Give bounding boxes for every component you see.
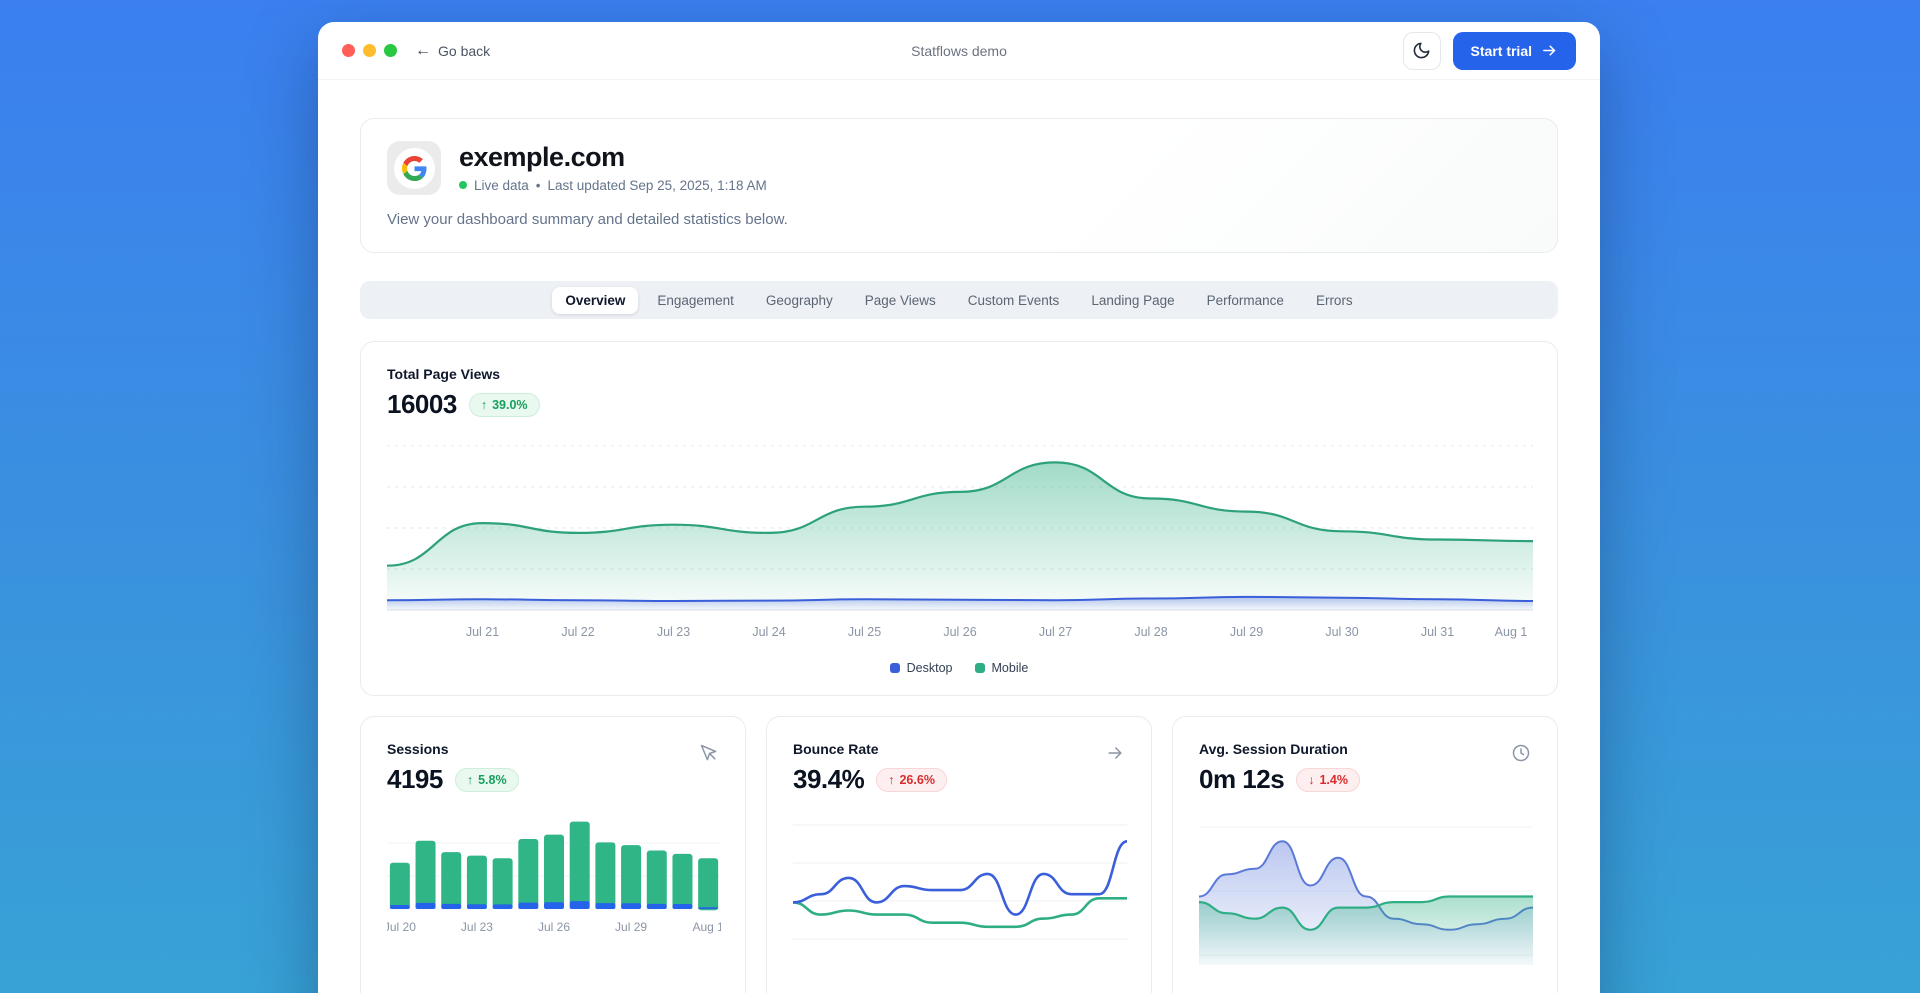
tab-overview[interactable]: Overview bbox=[552, 286, 639, 314]
chart-legend: Desktop Mobile bbox=[387, 661, 1531, 675]
avg-session-duration-title: Avg. Session Duration bbox=[1199, 741, 1348, 757]
moon-icon bbox=[1413, 42, 1430, 59]
bullet-separator: • bbox=[535, 177, 541, 193]
back-arrow-icon: ← bbox=[415, 41, 431, 59]
app-window: ← Go back Statflows demo Start trial bbox=[318, 22, 1600, 993]
start-trial-label: Start trial bbox=[1470, 42, 1532, 59]
titlebar: ← Go back Statflows demo Start trial bbox=[318, 22, 1600, 80]
svg-text:Aug 1: Aug 1 bbox=[692, 920, 721, 934]
bounce-rate-value: 39.4% bbox=[793, 764, 865, 794]
google-logo-icon bbox=[401, 155, 426, 181]
sessions-trend-badge: ↑ 5.8% bbox=[454, 767, 519, 792]
tab-custom-events[interactable]: Custom Events bbox=[955, 287, 1073, 314]
dashboard-tabs: Overview Engagement Geography Page Views Cus… bbox=[360, 281, 1558, 319]
tab-errors[interactable]: Errors bbox=[1303, 287, 1366, 314]
avg-session-duration-card: Avg. Session Duration 0m 12s ↓ 1.4% bbox=[1172, 716, 1558, 993]
sessions-bar-chart[interactable]: Jul 20 Jul 23 Jul 26 Jul 29 Aug 1 bbox=[384, 813, 724, 937]
arrow-right-icon bbox=[1108, 747, 1122, 759]
clock-icon bbox=[1512, 744, 1530, 762]
total-page-views-title: Total Page Views bbox=[387, 366, 501, 382]
start-trial-button[interactable]: Start trial bbox=[1452, 31, 1576, 70]
total-page-views-card: Total Page Views 16003 ↑ 39.0% Jul 21 Jul… bbox=[360, 341, 1558, 696]
svg-text:Jul 21: Jul 21 bbox=[466, 625, 499, 639]
sessions-card: Sessions 4195 ↑ 5.8% Jul bbox=[360, 716, 746, 993]
avg-session-duration-trend-badge: ↓ 1.4% bbox=[1296, 767, 1360, 792]
svg-text:Jul 30: Jul 30 bbox=[1325, 625, 1358, 639]
svg-text:Jul 20: Jul 20 bbox=[387, 920, 416, 934]
session-duration-area-chart[interactable] bbox=[1198, 813, 1534, 971]
go-back-link[interactable]: ← Go back bbox=[415, 42, 490, 60]
svg-text:Jul 26: Jul 26 bbox=[943, 625, 976, 639]
page-views-area-chart[interactable]: Jul 21 Jul 22 Jul 23 Jul 24 Jul 25 Jul 26 Jul … bbox=[386, 442, 1534, 646]
svg-text:Aug 1: Aug 1 bbox=[1495, 625, 1528, 639]
dashboard-description: View your dashboard summary and detailed… bbox=[387, 211, 788, 228]
svg-text:Jul 23: Jul 23 bbox=[461, 920, 493, 934]
live-status-dot bbox=[459, 181, 467, 190]
svg-text:Jul 29: Jul 29 bbox=[615, 920, 647, 934]
bounce-rate-card: Bounce Rate 39.4% ↑ 26.6% bbox=[766, 716, 1152, 993]
total-page-views-value: 16003 bbox=[387, 389, 457, 419]
total-page-views-trend-badge: ↑ 39.0% bbox=[468, 392, 540, 417]
site-header-card: exemple.com Live data • Last updated Sep… bbox=[360, 118, 1558, 253]
svg-text:Jul 22: Jul 22 bbox=[561, 625, 594, 639]
live-status-label: Live data bbox=[474, 177, 529, 193]
site-domain: exemple.com bbox=[459, 142, 625, 173]
legend-mobile: Mobile bbox=[974, 661, 1028, 675]
tab-geography[interactable]: Geography bbox=[753, 287, 846, 314]
svg-text:Jul 31: Jul 31 bbox=[1421, 625, 1454, 639]
legend-desktop: Desktop bbox=[889, 661, 953, 675]
sessions-title: Sessions bbox=[387, 741, 449, 757]
tab-page-views[interactable]: Page Views bbox=[852, 287, 949, 314]
traffic-lights bbox=[342, 44, 397, 57]
sessions-value: 4195 bbox=[387, 764, 443, 794]
minimize-window-icon[interactable] bbox=[363, 44, 376, 57]
legend-swatch bbox=[974, 663, 985, 673]
bounce-rate-title: Bounce Rate bbox=[793, 741, 879, 757]
tab-engagement[interactable]: Engagement bbox=[644, 287, 747, 314]
svg-text:Jul 24: Jul 24 bbox=[752, 625, 785, 639]
bounce-rate-trend-badge: ↑ 26.6% bbox=[876, 767, 947, 792]
mouse-pointer-icon bbox=[700, 744, 717, 761]
tab-landing-page[interactable]: Landing Page bbox=[1078, 287, 1187, 314]
svg-text:Jul 28: Jul 28 bbox=[1134, 625, 1167, 639]
up-trend-icon: ↑ bbox=[888, 772, 895, 787]
up-trend-icon: ↑ bbox=[480, 397, 488, 412]
bounce-rate-line-chart[interactable] bbox=[791, 813, 1129, 971]
svg-text:Jul 26: Jul 26 bbox=[538, 920, 570, 934]
arrow-right-icon bbox=[1543, 45, 1556, 56]
last-updated-label: Last updated Sep 25, 2025, 1:18 AM bbox=[547, 177, 767, 193]
down-trend-icon: ↓ bbox=[1308, 772, 1315, 787]
svg-text:Jul 25: Jul 25 bbox=[848, 625, 881, 639]
svg-text:Jul 27: Jul 27 bbox=[1039, 625, 1072, 639]
svg-text:Jul 29: Jul 29 bbox=[1230, 625, 1263, 639]
dashboard-content: exemple.com Live data • Last updated Sep… bbox=[318, 80, 1600, 993]
tab-performance[interactable]: Performance bbox=[1194, 287, 1297, 314]
svg-text:Jul 23: Jul 23 bbox=[657, 625, 690, 639]
close-window-icon[interactable] bbox=[342, 44, 355, 57]
legend-swatch bbox=[889, 663, 900, 673]
go-back-label: Go back bbox=[438, 42, 491, 59]
theme-toggle-button[interactable] bbox=[1402, 31, 1441, 70]
site-favicon bbox=[387, 141, 441, 195]
avg-session-duration-value: 0m 12s bbox=[1199, 764, 1285, 794]
zoom-window-icon[interactable] bbox=[384, 44, 397, 57]
up-trend-icon: ↑ bbox=[466, 772, 474, 787]
